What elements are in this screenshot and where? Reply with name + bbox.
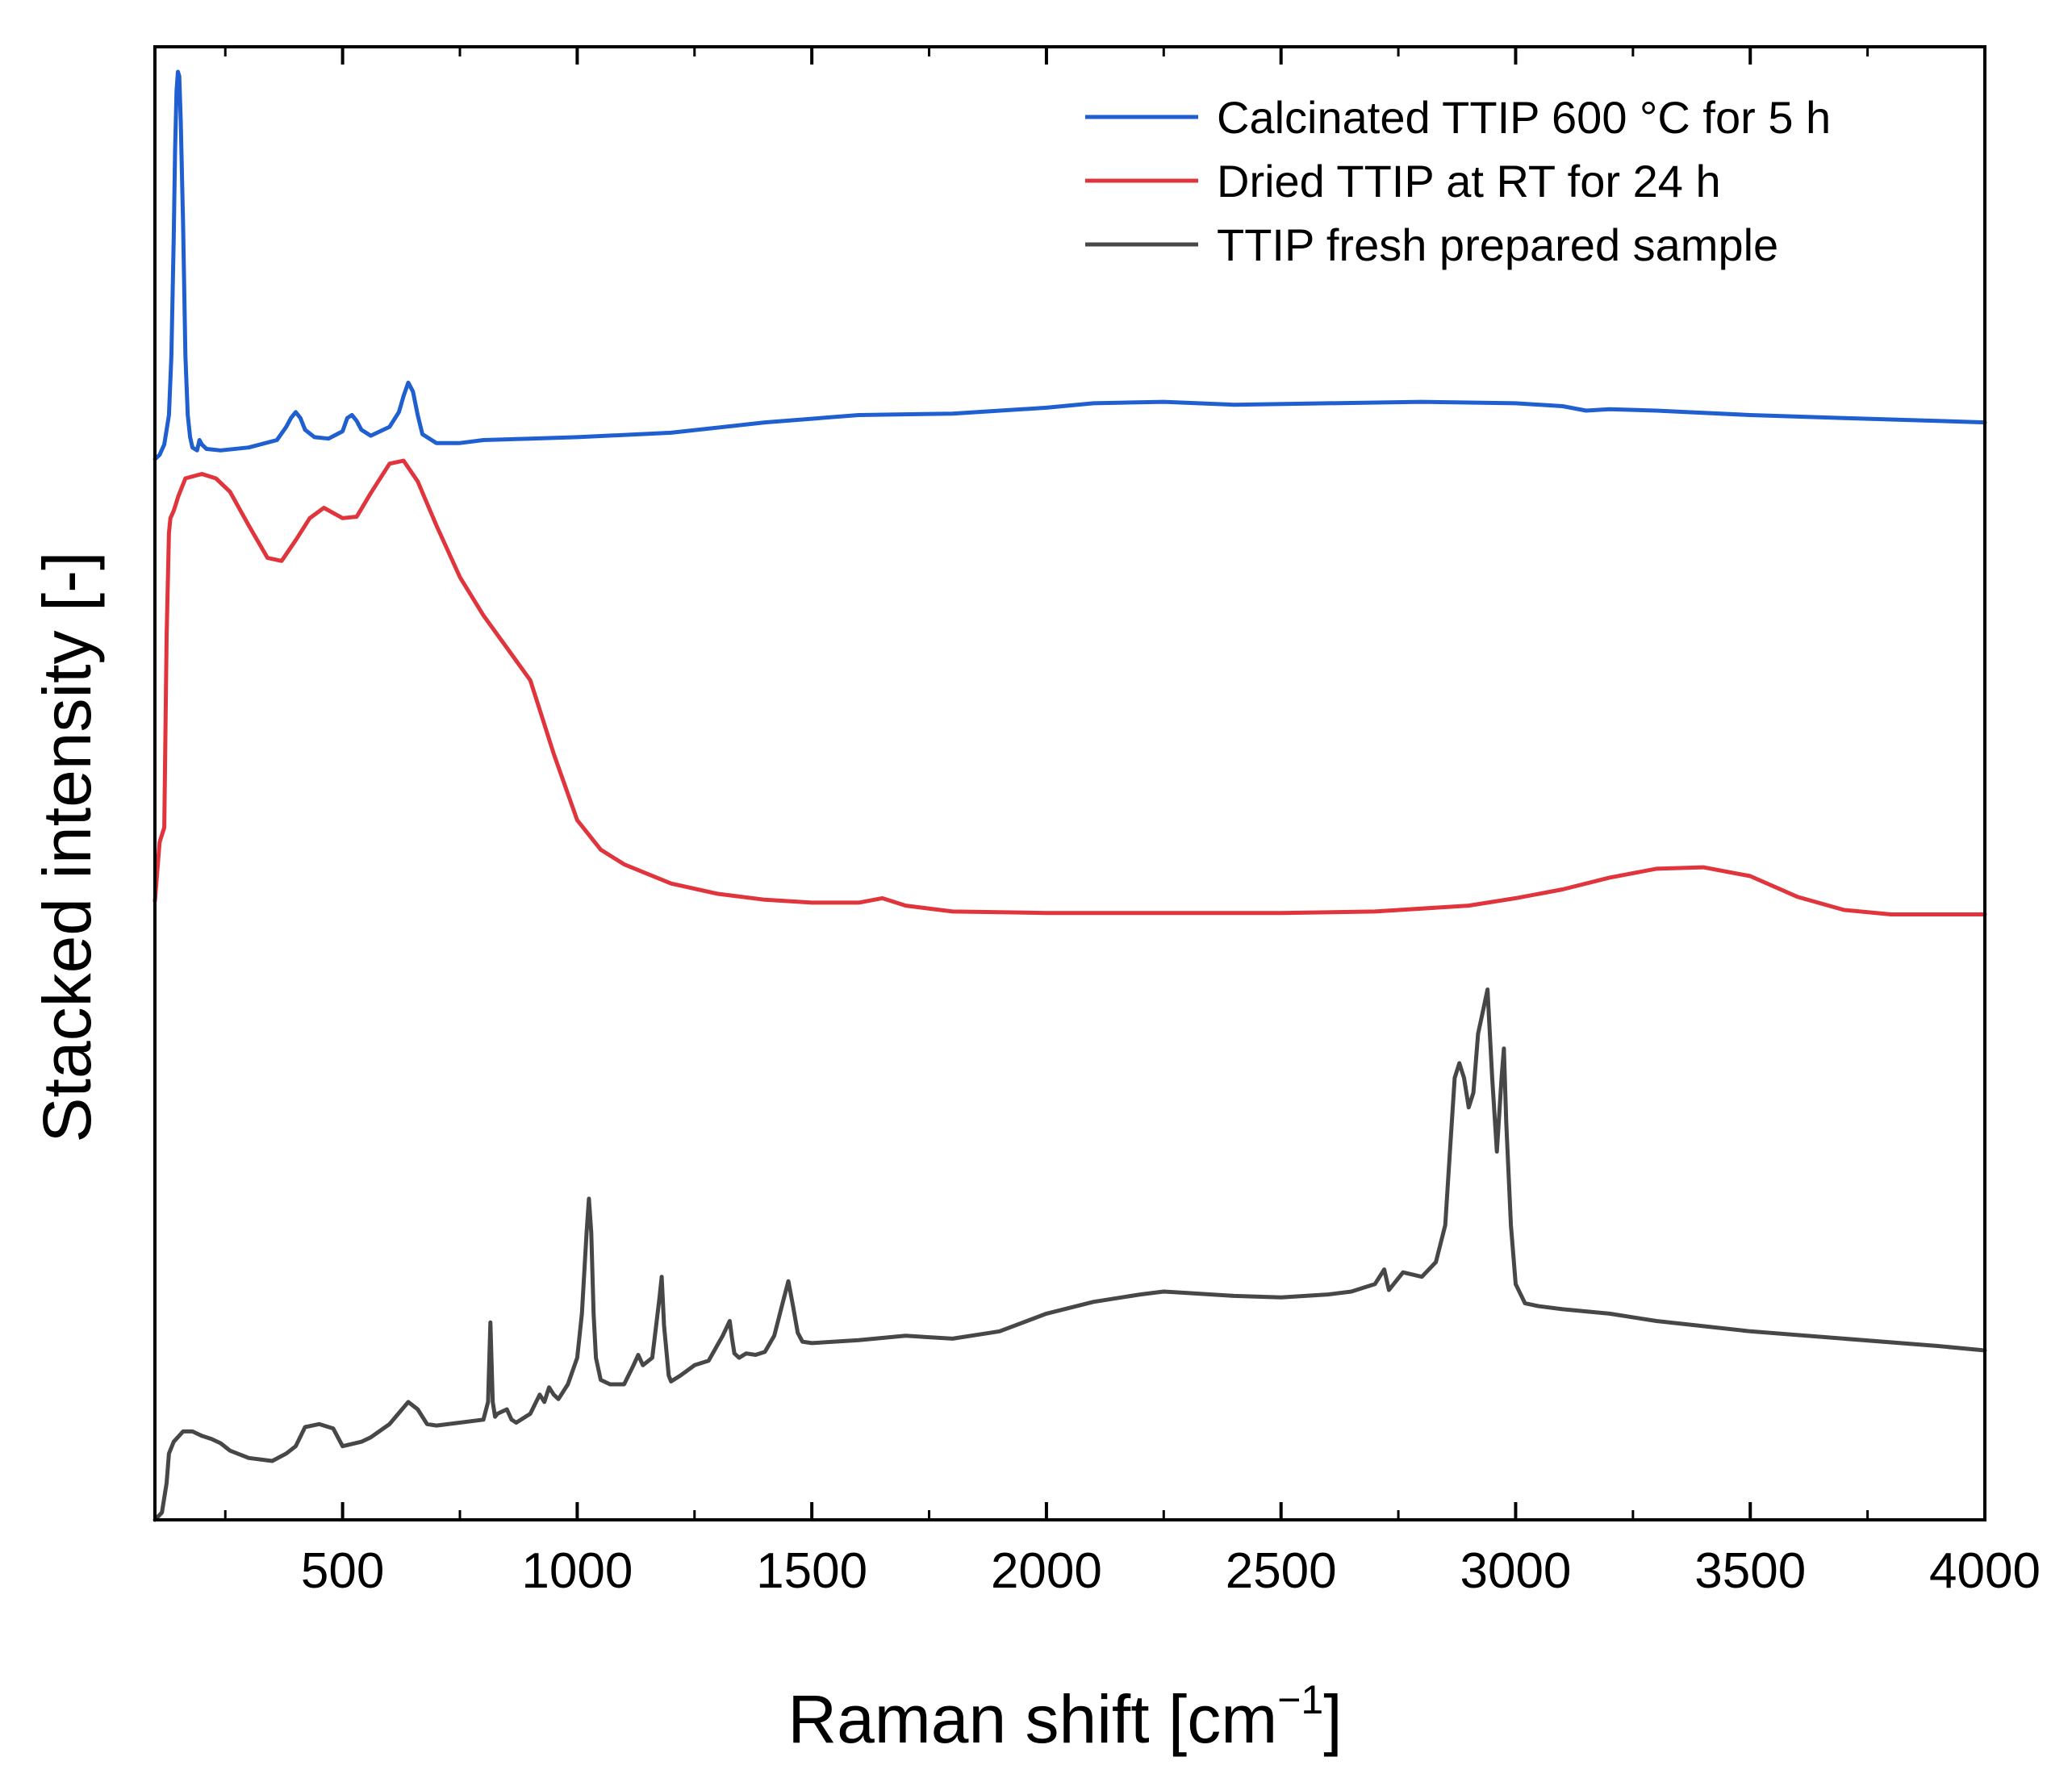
x-axis-title: Raman shift [cm−1] [787,1677,1342,1757]
legend-label-1: Calcinated TTIP 600 °C for 5 h [1217,92,1831,143]
x-axis-title-superscript: −1 [1277,1677,1323,1722]
x-tick-label: 2500 [1226,1543,1337,1599]
legend-label-3: TTIP fresh prepared sample [1217,219,1778,270]
y-axis-title: Stacked intensity [-] [29,552,105,1143]
x-tick-label: 1500 [756,1543,867,1599]
x-tick-label: 3000 [1460,1543,1571,1599]
plot-frame [153,45,1986,1521]
legend-label-2: Dried TTIP at RT for 24 h [1217,156,1721,207]
legend: Calcinated TTIP 600 °C for 5 h Dried TTIP… [1085,92,1831,270]
series-layer [152,69,1987,1522]
series-line-2 [152,458,1987,916]
x-tick-label: 500 [301,1543,384,1599]
axes-layer: 500 1000 1500 2000 2500 3000 3500 4000 [153,45,2041,1599]
series-line-3 [152,987,1987,1522]
x-tick-label: 4000 [1929,1543,2041,1599]
x-axis-title-end: ] [1323,1681,1342,1757]
x-tick-label: 3500 [1694,1543,1806,1599]
x-axis-title-main: Raman shift [cm [787,1681,1277,1757]
x-tick-label: 2000 [991,1543,1102,1599]
series-line-1 [152,69,1987,461]
x-tick-label: 1000 [521,1543,633,1599]
